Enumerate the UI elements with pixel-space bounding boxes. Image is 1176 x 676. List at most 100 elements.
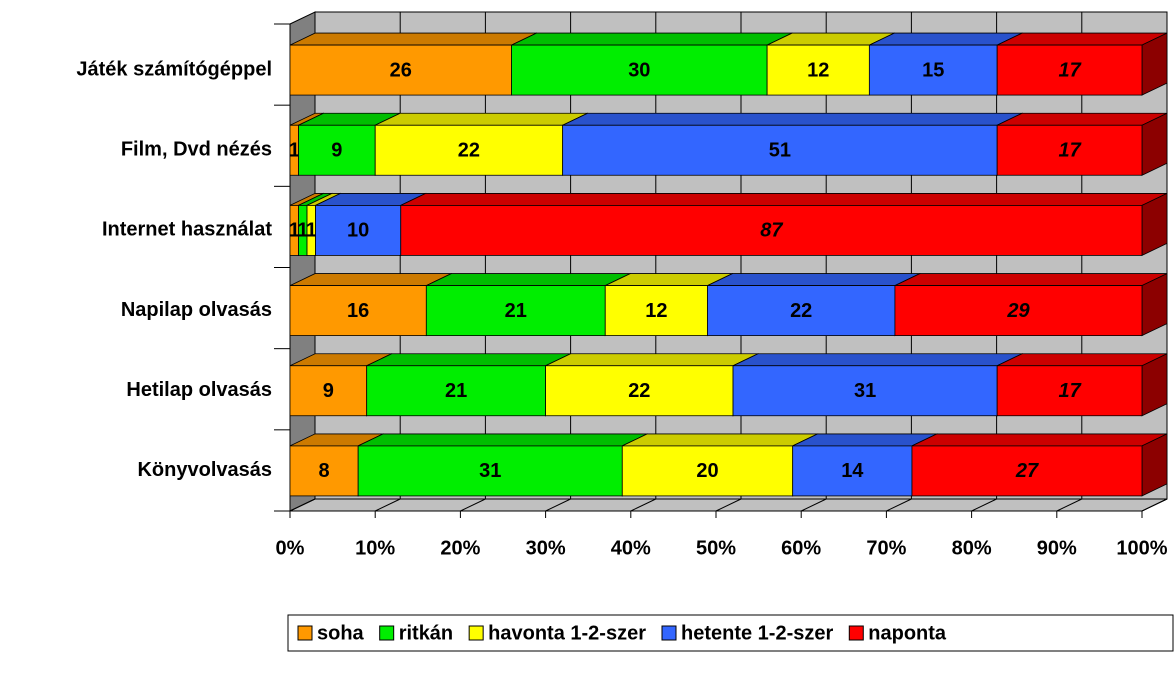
bar	[766, 44, 870, 96]
bar	[425, 285, 606, 336]
data-label: 22	[458, 140, 480, 162]
data-label: 1	[297, 220, 308, 242]
data-label: 31	[854, 380, 876, 402]
bar	[400, 205, 1143, 256]
bar-top	[375, 112, 588, 126]
x-tick-label: 40%	[611, 537, 651, 559]
x-tick-label: 50%	[696, 537, 736, 559]
y-tick-label: Hetilap olvasás	[126, 379, 272, 401]
bar-top	[996, 112, 1168, 126]
grid-line	[715, 498, 742, 512]
bar	[562, 124, 998, 176]
bar	[996, 365, 1143, 417]
bar	[792, 445, 913, 497]
data-label: 17	[1058, 380, 1081, 402]
bar-top	[996, 353, 1168, 367]
bar	[315, 205, 402, 256]
data-label: 27	[1015, 460, 1039, 482]
x-tick-label: 90%	[1037, 537, 1077, 559]
legend-label: hetente 1-2-szer	[681, 622, 833, 644]
bar-top	[289, 32, 537, 46]
legend-swatch	[848, 625, 864, 641]
data-label: 21	[445, 380, 467, 402]
data-label: 17	[1058, 140, 1081, 162]
bar	[996, 124, 1143, 176]
bar	[911, 445, 1143, 497]
legend-label: havonta 1-2-szer	[488, 622, 646, 644]
bar	[732, 365, 998, 417]
bar-top	[545, 353, 759, 367]
bar-top	[707, 273, 921, 286]
x-tick-label: 100%	[1116, 537, 1167, 559]
data-label: 29	[1006, 300, 1030, 322]
bar	[357, 445, 623, 497]
data-label: 21	[505, 300, 527, 322]
bar-top	[562, 112, 1023, 126]
bar-top	[911, 433, 1168, 447]
bar-top	[366, 353, 571, 367]
legend-label: naponta	[868, 622, 947, 644]
data-label: 1	[289, 140, 300, 162]
legend-swatch	[661, 625, 677, 641]
data-label: 9	[331, 140, 342, 162]
x-tick-label: 20%	[440, 537, 480, 559]
bar	[511, 44, 768, 96]
grid-line	[886, 498, 912, 512]
bar-top	[400, 193, 1168, 206]
y-tick-label: Film, Dvd nézés	[121, 139, 272, 161]
grid-line	[460, 498, 486, 512]
bar	[289, 285, 427, 336]
bar	[604, 285, 708, 336]
legend: soha ritkán havonta 1-2-szer hetente 1-2-sz…	[287, 614, 1174, 652]
bar-top	[732, 353, 1023, 367]
x-tick-label: 30%	[526, 537, 566, 559]
grid-line	[1056, 498, 1083, 512]
data-label: 1	[289, 220, 300, 242]
grid-line	[800, 498, 827, 512]
x-tick-label: 10%	[355, 537, 395, 559]
bar	[289, 365, 368, 417]
bar-top	[289, 273, 452, 286]
bar	[894, 285, 1143, 336]
bar	[868, 44, 998, 96]
data-label: 31	[479, 460, 501, 482]
legend-label: ritkán	[399, 622, 453, 644]
legend-swatch	[468, 625, 484, 641]
bar	[545, 365, 734, 417]
x-tick-label: 80%	[952, 537, 992, 559]
grid-line	[971, 498, 997, 512]
legend-label: soha	[317, 622, 365, 644]
data-label: 14	[841, 460, 864, 482]
data-label: 1	[306, 220, 317, 242]
data-label: 15	[922, 59, 944, 81]
bar-top	[996, 32, 1168, 46]
data-label: 26	[390, 59, 412, 81]
bar-top	[869, 32, 1023, 46]
legend-swatch	[379, 625, 395, 641]
data-label: 16	[347, 300, 369, 322]
data-label: 22	[628, 380, 650, 402]
y-tick-label: Napilap olvasás	[121, 299, 272, 321]
y-tick-label: Könyvolvasás	[137, 459, 272, 481]
grid-line	[374, 498, 401, 512]
x-tick-label: 70%	[866, 537, 906, 559]
data-label: 87	[760, 220, 783, 242]
bar	[707, 285, 896, 336]
bar-top	[357, 433, 648, 447]
data-label: 51	[769, 140, 791, 162]
data-label: 30	[628, 59, 650, 81]
data-label: 17	[1058, 59, 1081, 81]
data-label: 12	[645, 300, 667, 322]
y-tick-label: Internet használat	[102, 219, 272, 241]
bar-top	[426, 273, 631, 286]
bar-top	[894, 273, 1168, 286]
grid-line	[289, 498, 316, 512]
bar-top	[511, 32, 793, 46]
bar	[996, 44, 1143, 96]
bar	[374, 124, 564, 176]
grid-line	[545, 498, 571, 512]
grid-line	[630, 498, 657, 512]
data-label: 22	[790, 300, 812, 322]
x-tick-label: 0%	[276, 537, 305, 559]
